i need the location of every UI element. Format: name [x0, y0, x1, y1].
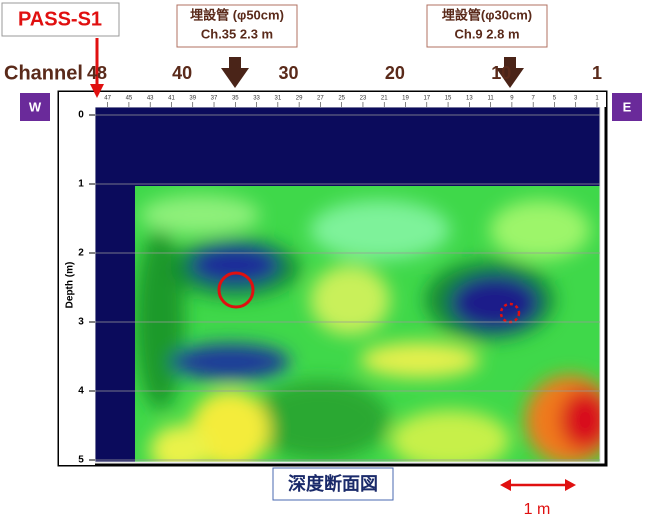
- arrow-head: [90, 84, 104, 98]
- minor-tick-label: 3: [574, 96, 578, 102]
- minor-tick-label: 17: [423, 96, 430, 102]
- east-box: [612, 93, 642, 121]
- minor-tick-label: 9: [510, 96, 514, 102]
- east-label: E: [623, 99, 632, 114]
- x-tick-label: 10: [491, 63, 511, 83]
- y-tick-label: 0: [78, 110, 84, 121]
- annotation-title: 埋設管(φ30cm): [442, 7, 532, 22]
- annotation-title: 埋設管 (φ50cm): [190, 7, 284, 22]
- west-label: W: [29, 99, 42, 114]
- minor-tick-label: 35: [232, 96, 239, 102]
- x-tick-label: 30: [278, 63, 298, 83]
- minor-tick-label: 33: [253, 96, 260, 102]
- scale-bar-end: [500, 479, 511, 491]
- minor-tick-label: 43: [147, 96, 154, 102]
- minor-tick-label: 15: [445, 96, 452, 102]
- minor-tick-label: 19: [402, 96, 409, 102]
- annotation-box: [426, 4, 548, 48]
- minor-tick-label: 37: [211, 96, 218, 102]
- minor-tick-label: 11: [487, 96, 494, 102]
- minor-tick-label: 23: [360, 96, 367, 102]
- title-box: [272, 467, 394, 501]
- line-name: PASS-S1: [18, 8, 102, 30]
- annotation-detail: Ch.35 2.3 m: [201, 26, 273, 41]
- x-tick-label: 40: [172, 63, 192, 83]
- x-tick-label: 48: [87, 63, 107, 83]
- minor-tick-label: 1: [595, 96, 599, 102]
- annotation-box: [176, 4, 298, 48]
- heatmap: [94, 106, 601, 463]
- y-tick-label: 5: [78, 455, 84, 466]
- scale-bar-end: [565, 479, 576, 491]
- minor-tick-label: 39: [189, 96, 196, 102]
- minor-tick-label: 13: [466, 96, 473, 102]
- minor-tick-label: 41: [168, 96, 175, 102]
- chart-title: 深度断面図: [288, 473, 378, 494]
- minor-tick-label: 47: [104, 96, 111, 102]
- minor-tick-label: 29: [296, 96, 303, 102]
- minor-tick-label: 45: [126, 96, 133, 102]
- minor-tick-label: 27: [317, 96, 324, 102]
- annotation-detail: Ch.9 2.8 m: [454, 26, 519, 41]
- y-tick-label: 4: [78, 386, 84, 397]
- axis-strip: [59, 92, 606, 107]
- x-tick-label: 1: [592, 63, 602, 83]
- minor-tick-label: 25: [338, 96, 345, 102]
- y-tick-label: 1: [78, 179, 84, 190]
- west-box: [20, 93, 50, 121]
- minor-tick-label: 7: [531, 96, 535, 102]
- y-tick-label: 2: [78, 248, 84, 259]
- annotation-arrows: [221, 57, 524, 88]
- scale-label: 1 m: [524, 501, 551, 518]
- y-tick-label: 3: [78, 317, 84, 328]
- y-axis-label: Depth (m): [65, 262, 76, 309]
- minor-tick-label: 5: [553, 96, 557, 102]
- minor-tick-label: 21: [381, 96, 388, 102]
- x-tick-label: 20: [385, 63, 405, 83]
- line-name-box: [1, 2, 120, 37]
- x-axis-label: Channel: [4, 62, 83, 84]
- minor-tick-label: 31: [275, 96, 282, 102]
- axis-gutter: [59, 92, 95, 465]
- pipe-marker: [217, 271, 255, 309]
